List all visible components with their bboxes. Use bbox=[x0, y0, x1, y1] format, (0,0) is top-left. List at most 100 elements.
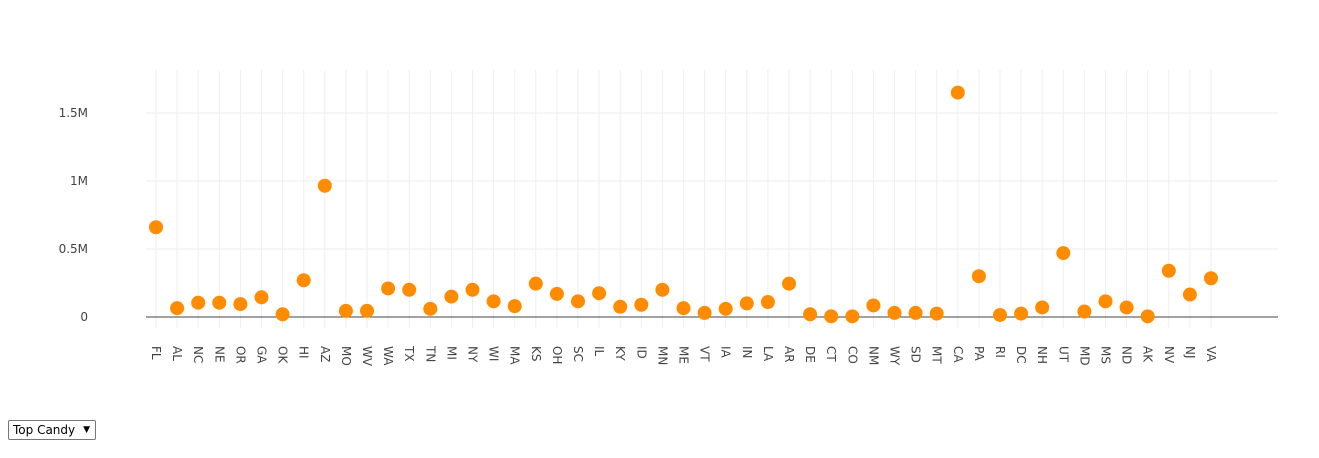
x-tick-label: IA bbox=[719, 346, 733, 359]
data-point[interactable] bbox=[360, 303, 374, 318]
data-point[interactable] bbox=[444, 289, 459, 304]
x-tick-label: PA bbox=[972, 346, 986, 361]
data-point[interactable] bbox=[275, 307, 290, 322]
data-point[interactable] bbox=[676, 301, 691, 316]
caret-down-icon: ▼ bbox=[83, 424, 91, 435]
x-tick-label: HI bbox=[297, 346, 311, 359]
x-tick-label: MO bbox=[339, 346, 353, 366]
x-tick-label: LA bbox=[761, 346, 775, 362]
x-tick-label: IN bbox=[740, 346, 754, 359]
data-point[interactable] bbox=[887, 305, 902, 320]
x-tick-label: ID bbox=[634, 346, 648, 359]
data-point[interactable] bbox=[1140, 309, 1155, 324]
x-tick-label: TN bbox=[423, 345, 437, 362]
data-point[interactable] bbox=[1161, 263, 1176, 278]
data-point[interactable] bbox=[549, 286, 564, 301]
data-point[interactable] bbox=[824, 309, 839, 324]
data-point[interactable] bbox=[254, 290, 269, 305]
x-axis-ticks: FL AL NC NE OR GA OK HI AZ MO WV WA TX TN MI NY WI MA KS OH… bbox=[149, 345, 1218, 367]
data-point[interactable] bbox=[170, 301, 185, 316]
x-tick-label: VT bbox=[698, 346, 712, 362]
x-tick-label: RI bbox=[993, 346, 1007, 358]
data-point[interactable] bbox=[212, 295, 227, 310]
x-tick-label: AZ bbox=[318, 346, 332, 362]
x-tick-label: NY bbox=[466, 346, 480, 363]
data-point[interactable] bbox=[697, 305, 712, 320]
data-point[interactable] bbox=[655, 282, 670, 297]
x-tick-label: NJ bbox=[1183, 346, 1197, 359]
data-point[interactable] bbox=[233, 297, 248, 312]
x-tick-label: WY bbox=[888, 346, 902, 366]
x-tick-label: NC bbox=[191, 346, 205, 363]
x-tick-label: AK bbox=[1141, 346, 1155, 363]
x-tick-label: DC bbox=[1014, 346, 1028, 364]
data-point[interactable] bbox=[613, 299, 628, 314]
data-point[interactable] bbox=[317, 178, 332, 193]
data-point[interactable] bbox=[402, 282, 417, 297]
x-tick-label: CO bbox=[845, 346, 859, 364]
data-point[interactable] bbox=[149, 220, 163, 235]
x-tick-label: AL bbox=[170, 346, 184, 361]
x-tick-label: MA bbox=[508, 346, 522, 365]
data-point[interactable] bbox=[191, 295, 206, 310]
x-tick-label: WA bbox=[381, 346, 395, 366]
data-point[interactable] bbox=[908, 305, 923, 320]
data-point[interactable] bbox=[528, 276, 543, 291]
data-point[interactable] bbox=[1035, 300, 1050, 315]
x-tick-label: MS bbox=[1099, 346, 1113, 364]
data-point[interactable] bbox=[338, 303, 353, 318]
data-point[interactable] bbox=[929, 306, 944, 321]
data-point[interactable] bbox=[1014, 306, 1029, 321]
data-point[interactable] bbox=[634, 297, 649, 312]
data-point[interactable] bbox=[1056, 246, 1071, 261]
x-tick-label: TX bbox=[402, 345, 416, 362]
data-point[interactable] bbox=[1182, 287, 1197, 302]
data-point[interactable] bbox=[507, 299, 522, 314]
x-tick-label: SD bbox=[909, 346, 923, 363]
data-point[interactable] bbox=[423, 301, 438, 316]
data-point[interactable] bbox=[718, 301, 733, 316]
x-tick-label: MD bbox=[1077, 346, 1091, 366]
x-tick-label: NV bbox=[1162, 346, 1176, 364]
x-tick-label: CA bbox=[951, 346, 965, 363]
data-point[interactable] bbox=[1098, 294, 1113, 309]
data-point[interactable] bbox=[296, 273, 311, 288]
y-tick-label: 1M bbox=[70, 174, 88, 188]
x-tick-label: SC bbox=[571, 346, 585, 362]
y-tick-label: 0.5M bbox=[59, 242, 88, 256]
candy-select-wrapper: Top Candy ▼ bbox=[8, 420, 97, 440]
data-point[interactable] bbox=[1204, 271, 1218, 286]
candy-select[interactable]: Top Candy ▼ bbox=[8, 420, 97, 440]
data-point[interactable] bbox=[950, 85, 965, 100]
data-point[interactable] bbox=[782, 276, 796, 291]
x-tick-label: NH bbox=[1035, 346, 1049, 364]
grid-lines bbox=[146, 70, 1278, 328]
x-tick-label: IL bbox=[592, 346, 606, 357]
y-axis-ticks: 0 0.5M 1M 1.5M bbox=[59, 106, 88, 324]
data-point[interactable] bbox=[486, 294, 501, 309]
x-tick-label: OH bbox=[550, 346, 564, 364]
data-point[interactable] bbox=[571, 294, 585, 309]
data-point[interactable] bbox=[993, 307, 1007, 322]
x-tick-label: WV bbox=[360, 346, 374, 367]
x-tick-label: GA bbox=[255, 346, 269, 364]
y-tick-label: 0 bbox=[80, 310, 88, 324]
data-point[interactable] bbox=[465, 282, 480, 297]
data-point[interactable] bbox=[760, 295, 775, 310]
data-point[interactable] bbox=[866, 298, 881, 313]
x-tick-label: OK bbox=[276, 346, 290, 364]
data-point[interactable] bbox=[381, 281, 396, 296]
data-point[interactable] bbox=[971, 269, 986, 284]
data-point[interactable] bbox=[1119, 300, 1134, 315]
data-point[interactable] bbox=[845, 309, 860, 324]
x-tick-label: ND bbox=[1120, 346, 1134, 364]
data-point[interactable] bbox=[1077, 304, 1092, 319]
x-tick-label: MT bbox=[930, 346, 944, 364]
x-tick-label: CT bbox=[824, 346, 838, 362]
x-tick-label: KS bbox=[529, 346, 543, 362]
data-point[interactable] bbox=[803, 307, 818, 322]
x-tick-label: MN bbox=[655, 346, 669, 365]
x-tick-label: NM bbox=[866, 346, 880, 365]
data-point[interactable] bbox=[739, 296, 754, 311]
data-point[interactable] bbox=[592, 286, 607, 301]
